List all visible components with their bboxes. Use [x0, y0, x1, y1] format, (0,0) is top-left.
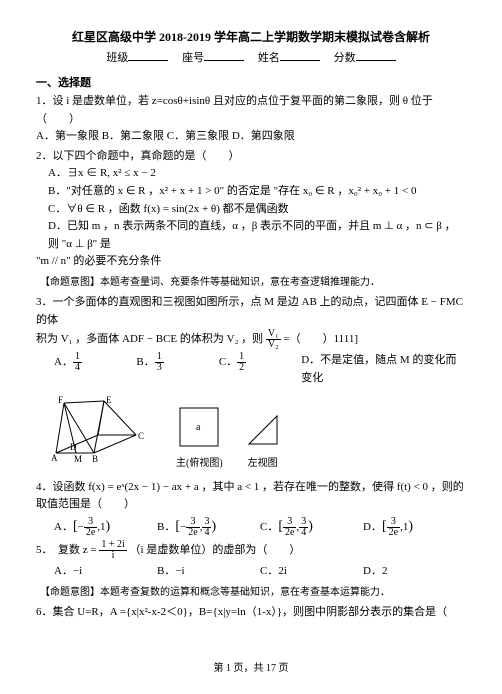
- q3c-den: 2: [237, 363, 246, 373]
- q5-opt-d: D．2: [363, 563, 466, 581]
- q4c-lbl: C．: [260, 521, 278, 533]
- seat-blank: [204, 50, 244, 61]
- q3-options: A．14 B．13 C．12 D．不是定值，随点 M 的变化而变化: [36, 352, 466, 387]
- q4a-lbl: A．: [54, 521, 73, 533]
- figure-row: A B C D E F M a 主(俯视图) 左视图: [46, 395, 466, 471]
- q4b-lbl: B．: [157, 521, 175, 533]
- question-1: 1．设 i 是虚数单位，若 z=cosθ+isinθ 且对应的点位于复平面的第二…: [36, 93, 466, 146]
- score-blank: [356, 50, 396, 61]
- name-label: 姓名: [258, 52, 280, 64]
- fig-main: a 主(俯视图): [176, 404, 223, 471]
- q3a-den: 4: [73, 363, 82, 373]
- section-1-title: 一、选择题: [36, 75, 466, 92]
- seat-label: 座号: [182, 52, 204, 64]
- q4d-d: 2e: [387, 528, 400, 538]
- lbl-D: D: [70, 442, 77, 452]
- q3-stem-mid-a: 积为 V₁ ，多面体 ADF − BCE 的体积为 V₂ ，则: [36, 333, 263, 345]
- q1-options: A．第一象限 B．第二象限 C．第三象限 D．第四象限: [36, 128, 466, 146]
- q4-opt-b: B．[−32e,34): [157, 516, 260, 538]
- question-2: 2．以下四个命题中，真命题的是（ ） A．∃x ∈ R, x² ≤ x − 2 …: [36, 148, 466, 271]
- q5-opt-b: B．−i: [157, 563, 260, 581]
- fig-a-label: a: [196, 422, 201, 433]
- fig-left-label: 左视图: [243, 456, 283, 471]
- q5-stem: 5． 复数 z = 1 + 2i i （i 是虚数单位）的虚部为（ ）: [36, 540, 466, 561]
- q3-opt-a: A．14: [54, 352, 136, 387]
- q5-frac: 1 + 2i i: [99, 540, 126, 561]
- q6-stem: 6．集合 U=R，A ={x|x²-x-2＜0}，B={x|y=ln（1-x）}…: [36, 604, 466, 622]
- q2-opt-b: B．"对任意的 x ∈ R ，x² + x + 1 > 0" 的否定是 "存在 …: [36, 183, 466, 201]
- lbl-B: B: [92, 454, 98, 464]
- question-3: 3．一个多面体的直观图和三视图如图所示，点 M 是边 AB 上的动点，记四面体 …: [36, 294, 466, 387]
- q4-opt-c: C．[32e,34): [260, 516, 363, 538]
- q2-opt-d-cont: "m // n" 的必要不充分条件: [36, 253, 466, 271]
- fig-main-svg: a: [176, 404, 222, 450]
- q4d-lbl: D．: [363, 521, 382, 533]
- page-footer: 第 1 页，共 17 页: [0, 661, 502, 676]
- q4-opt-a: A．[−32e,1): [54, 516, 157, 538]
- q3b-den: 3: [155, 363, 164, 373]
- q2-stem: 2．以下四个命题中，真命题的是（ ）: [36, 148, 466, 166]
- q3-frac: V₁ V₂: [266, 329, 281, 350]
- lbl-F: F: [58, 395, 63, 405]
- q5-opt-a: A．−i: [54, 563, 157, 581]
- lbl-C: C: [138, 431, 144, 441]
- q3-stem-mid: 积为 V₁ ，多面体 ADF − BCE 的体积为 V₂ ，则 V₁ V₂ =（…: [36, 329, 466, 350]
- q5-den: i: [99, 551, 126, 561]
- class-label: 班级: [106, 52, 128, 64]
- lbl-A: A: [51, 453, 58, 463]
- q3-stem-mid-b: =（ ）1111]: [283, 333, 358, 345]
- q3-stem-pre: 3．一个多面体的直观图和三视图如图所示，点 M 是边 AB 上的动点，记四面体 …: [36, 294, 466, 329]
- fig-main-label: 主(俯视图): [176, 456, 223, 471]
- q4b-d: 2e: [186, 528, 199, 538]
- q4-stem: 4．设函数 f(x) = eˣ(2x − 1) − ax + a ，其中 a <…: [36, 479, 466, 497]
- question-6: 6．集合 U=R，A ={x|x²-x-2＜0}，B={x|y=ln（1-x）}…: [36, 604, 466, 622]
- header-fields: 班级 座号 姓名 分数: [36, 50, 466, 67]
- q3-opt-d: D．不是定值，随点 M 的变化而变化: [301, 352, 466, 387]
- fig-3d: A B C D E F M: [46, 395, 156, 471]
- q4-opt-d: D．[32e,1): [363, 516, 466, 538]
- lbl-M: M: [74, 454, 82, 464]
- q4-stem2: 取值范围是（ ）: [36, 496, 466, 514]
- q2-opt-a: A．∃x ∈ R, x² ≤ x − 2: [36, 165, 466, 183]
- q4c-rd: 4: [299, 528, 308, 538]
- q3-frac-den: V₂: [266, 340, 281, 350]
- q2-opt-c: C．∀θ ∈ R ，函数 f(x) = sin(2x + θ) 都不是偶函数: [36, 201, 466, 219]
- fig-left-svg: [243, 410, 283, 450]
- q3-opt-c: C．12: [219, 352, 301, 387]
- q4a-d: 2e: [84, 528, 97, 538]
- q5-opt-c: C．2i: [260, 563, 363, 581]
- q4a-r: ,1: [97, 521, 105, 533]
- name-blank: [280, 50, 320, 61]
- q3-opt-b: B．13: [136, 352, 218, 387]
- question-4: 4．设函数 f(x) = eˣ(2x − 1) − ax + a ，其中 a <…: [36, 479, 466, 539]
- q4c-d: 2e: [283, 528, 296, 538]
- question-5: 5． 复数 z = 1 + 2i i （i 是虚数单位）的虚部为（ ） A．−i…: [36, 540, 466, 581]
- q1-stem: 1．设 i 是虚数单位，若 z=cosθ+isinθ 且对应的点位于复平面的第二…: [36, 93, 466, 128]
- q4-options: A．[−32e,1) B．[−32e,34) C．[32e,34) D．[32e…: [36, 516, 466, 538]
- meta-1: 【命题意图】本题考查量词、充要条件等基础知识，意在考查逻辑推理能力．: [36, 275, 466, 290]
- fig-left: 左视图: [243, 410, 283, 471]
- q5-pre: 5． 复数 z =: [36, 544, 97, 556]
- meta-1-text: 【命题意图】本题考查量词、充要条件等基础知识，意在考查逻辑推理能力．: [40, 275, 466, 290]
- meta-2-text: 【命题意图】本题考查复数的运算和概念等基础知识，意在考查基本运算能力．: [40, 585, 466, 600]
- fig-3d-svg: A B C D E F M: [46, 395, 156, 465]
- score-label: 分数: [334, 52, 356, 64]
- lbl-E: E: [106, 395, 112, 405]
- class-blank: [128, 50, 168, 61]
- q5-options: A．−i B．−i C．2i D．2: [36, 563, 466, 581]
- doc-title: 红星区高级中学 2018-2019 学年高二上学期数学期末模拟试卷含解析: [36, 28, 466, 46]
- q2-opt-d: D．已知 m ，n 表示两条不同的直线，α ，β 表示不同的平面，并且 m ⊥ …: [36, 218, 466, 253]
- q5-post: （i 是虚数单位）的虚部为（ ）: [130, 544, 301, 556]
- meta-2: 【命题意图】本题考查复数的运算和概念等基础知识，意在考查基本运算能力．: [36, 585, 466, 600]
